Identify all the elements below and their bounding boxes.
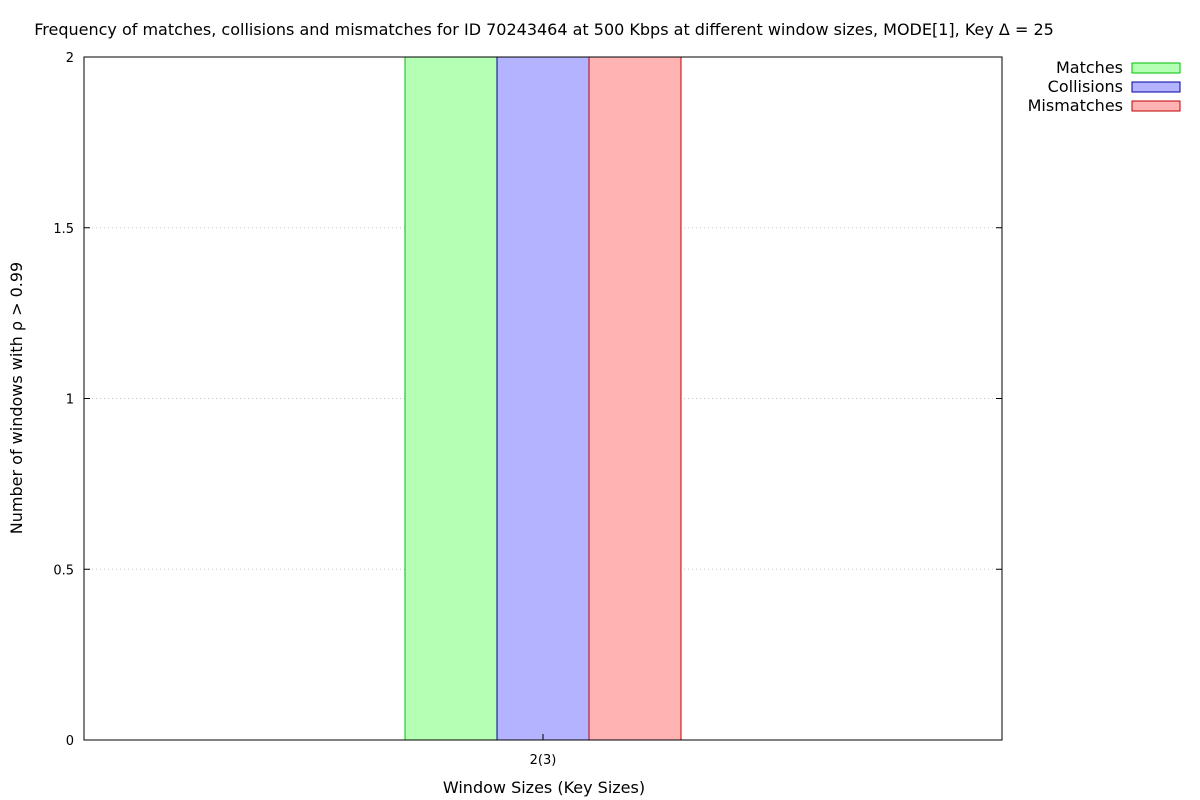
x-axis-ticks: 2(3) bbox=[530, 734, 557, 768]
y-tick-label: 0 bbox=[66, 734, 74, 749]
x-tick-label: 2(3) bbox=[530, 753, 557, 768]
legend-label-mismatches: Mismatches bbox=[1028, 96, 1123, 115]
legend-label-matches: Matches bbox=[1056, 58, 1123, 77]
grid-lines bbox=[84, 227, 1002, 570]
y-axis-title: Number of windows with ρ > 0.99 bbox=[7, 262, 26, 534]
chart-title: Frequency of matches, collisions and mis… bbox=[34, 20, 1054, 39]
legend-swatch-matches bbox=[1131, 62, 1181, 74]
x-axis-title: Window Sizes (Key Sizes) bbox=[443, 778, 645, 797]
y-axis-ticks: 0 0.5 1 1.5 2 bbox=[53, 51, 1002, 749]
y-tick-label: 1.5 bbox=[53, 222, 74, 237]
bar-matches bbox=[404, 56, 498, 741]
bar-collisions bbox=[496, 56, 590, 741]
y-tick-label: 1 bbox=[66, 393, 74, 408]
legend-swatch-mismatches bbox=[1131, 100, 1181, 112]
legend-label-collisions: Collisions bbox=[1048, 77, 1123, 96]
y-tick-label: 0.5 bbox=[53, 563, 74, 578]
bar-mismatches bbox=[588, 56, 682, 741]
bars bbox=[404, 56, 682, 741]
legend-swatch-collisions bbox=[1131, 81, 1181, 93]
y-tick-label: 2 bbox=[66, 51, 74, 66]
